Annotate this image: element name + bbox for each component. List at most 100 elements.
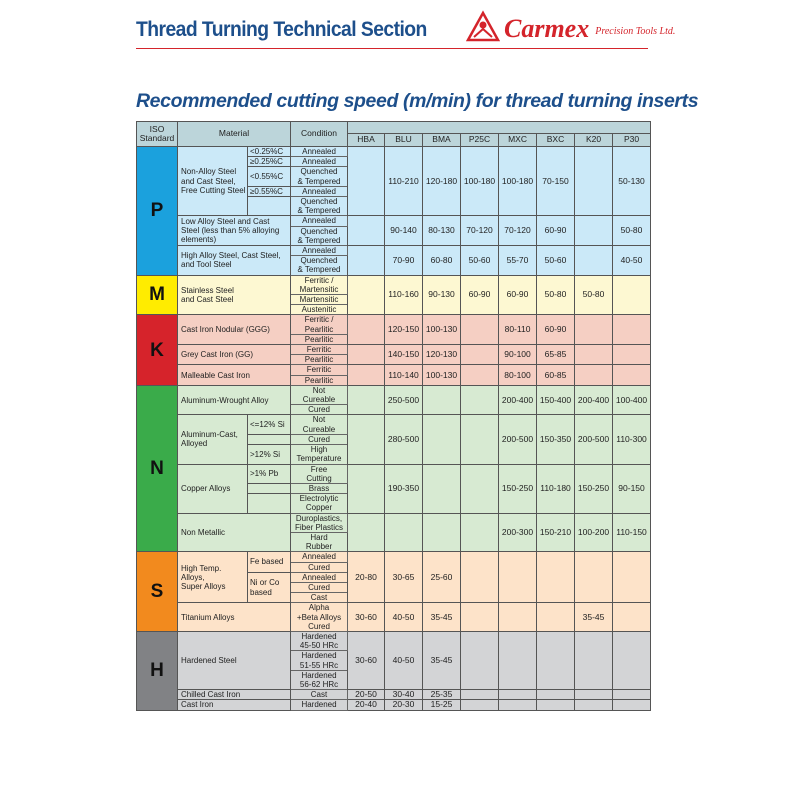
speed-mxc [498, 699, 538, 711]
speed-p30 [612, 344, 652, 366]
speed-hba [347, 145, 386, 217]
condition-cell: Cured [290, 404, 349, 416]
speed-p25c [460, 463, 500, 514]
speed-p25c [460, 630, 500, 691]
condition-cell: Ferritic [290, 364, 349, 376]
iso-m-cell: M [136, 274, 178, 316]
speed-bma: 100-130 [422, 364, 462, 386]
speed-bma [422, 463, 462, 514]
speed-bma: 35-45 [422, 630, 462, 691]
speed-bma [422, 384, 462, 416]
condition-cell: Brass [290, 482, 349, 495]
speed-p25c [460, 699, 500, 711]
speed-p30: 50-130 [612, 145, 652, 217]
speed-k20: 100-200 [574, 512, 614, 553]
speed-bxc [536, 551, 576, 604]
condition-cell: Quenched & Tempered [290, 255, 349, 276]
iso-h-cell: H [136, 630, 178, 711]
condition-cell: Annealed [290, 571, 349, 583]
condition-cell: Hard Rubber [290, 531, 349, 553]
material-subtype: >1% Pb [246, 463, 292, 484]
condition-cell: Cured [290, 561, 349, 573]
table-row: P Non-Alloy Steel and Cast Steel, Free Cu… [136, 145, 652, 276]
speed-mxc: 150-250 [498, 463, 538, 514]
speed-mxc: 60-90 [498, 274, 538, 316]
speed-blu: 30-65 [384, 551, 424, 604]
speed-p25c [460, 551, 500, 604]
material-name: High Alloy Steel, Cast Steel, and Tool S… [176, 245, 292, 276]
table-row: Grey Cast Iron (GG) Ferritic 140-150 120-13… [136, 344, 652, 366]
material-name: Stainless Steel and Cast Steel [176, 274, 292, 316]
speed-bma [422, 512, 462, 553]
speed-mxc: 80-110 [498, 314, 538, 346]
speed-hba [347, 215, 386, 247]
speed-hba [347, 384, 386, 416]
material-name: Cast Iron Nodular (GGG) [176, 314, 292, 346]
condition-cell: Quenched & Tempered [290, 196, 349, 217]
speed-k20: 50-80 [574, 274, 614, 316]
condition-cell: Pearlitic [290, 354, 349, 366]
condition-cell: Annealed [290, 215, 349, 227]
material-subtype: Ni or Co based [246, 571, 292, 604]
speed-blu: 110-140 [384, 364, 424, 386]
speed-p30: 90-150 [612, 463, 652, 514]
grade-header-hba: HBA [347, 133, 386, 147]
material-subtype [246, 433, 292, 446]
speed-mxc: 90-100 [498, 344, 538, 366]
table-row: High Alloy Steel, Cast Steel, and Tool S… [136, 245, 652, 276]
speed-k20: 200-500 [574, 414, 614, 465]
speed-p25c [460, 344, 500, 366]
speed-bxc: 150-400 [536, 384, 576, 416]
header-row: ISO Standard Material Condition [136, 121, 652, 147]
condition-cell: Pearlitic [290, 374, 349, 386]
speed-p25c [460, 364, 500, 386]
speed-p25c: 70-120 [460, 215, 500, 247]
speed-mxc [498, 689, 538, 701]
speed-hba: 20-80 [347, 551, 386, 604]
material-subtype [246, 196, 292, 217]
speed-blu [384, 512, 424, 553]
speed-p30: 100-400 [612, 384, 652, 416]
speed-mxc [498, 602, 538, 632]
condition-cell: Hardened [290, 699, 349, 711]
speed-bxc [536, 602, 576, 632]
speed-blu: 120-150 [384, 314, 424, 346]
speed-p30 [612, 602, 652, 632]
speed-p30 [612, 274, 652, 316]
table-row: Cast Iron Hardened 20-40 20-30 15-25 [136, 699, 652, 711]
speed-bxc: 70-150 [536, 145, 576, 217]
speed-k20 [574, 245, 614, 276]
speed-p25c [460, 602, 500, 632]
speed-bma: 80-130 [422, 215, 462, 247]
speed-mxc: 100-180 [498, 145, 538, 217]
material-subtype: <=12% Si [246, 414, 292, 435]
speed-bma: 120-130 [422, 344, 462, 366]
material-name: Aluminum-Cast, Alloyed [177, 414, 248, 465]
speed-p30: 110-150 [612, 512, 652, 553]
speed-p25c [460, 384, 500, 416]
speed-k20 [574, 551, 614, 604]
page-title: Thread Turning Technical Section [136, 18, 427, 41]
speed-bma: 35-45 [422, 602, 462, 632]
speed-hba [347, 344, 386, 366]
condition-cell: Austenitic [290, 304, 349, 316]
speed-blu: 70-90 [384, 245, 424, 276]
iso-s-cell: S [136, 551, 178, 632]
condition-cell: Quenched & Tempered [290, 225, 349, 247]
grade-group-header [347, 121, 652, 134]
speed-k20: 150-250 [574, 463, 614, 514]
speed-bxc [536, 630, 576, 691]
section-heading: Recommended cutting speed (m/min) for th… [136, 90, 699, 112]
material-subtype: <0.25%C [246, 145, 292, 158]
table-row: K Cast Iron Nodular (GGG) Ferritic / Pearl… [136, 314, 652, 386]
speed-hba: 20-50 [347, 689, 386, 701]
condition-cell: Not Cureable [290, 384, 349, 406]
speed-bxc: 110-180 [536, 463, 576, 514]
material-name: Non-Alloy Steel and Cast Steel, Free Cut… [177, 145, 248, 217]
iso-standard-header: ISO Standard [136, 121, 178, 147]
material-name: Malleable Cast Iron [176, 364, 292, 386]
table-row: Copper Alloys >1% Pb Free Cutting 190-350 15… [136, 463, 652, 514]
speed-bxc: 60-90 [536, 314, 576, 346]
speed-k20 [574, 215, 614, 247]
condition-cell: Cured [290, 581, 349, 594]
